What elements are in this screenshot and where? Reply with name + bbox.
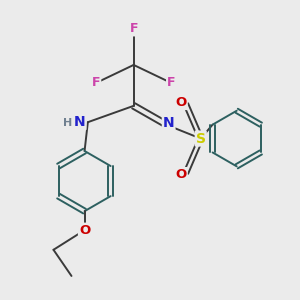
Text: S: S [196,131,206,146]
Text: F: F [167,76,176,89]
Text: F: F [92,76,100,89]
Text: F: F [129,22,138,35]
Text: N: N [74,115,85,129]
Text: O: O [176,168,187,181]
Text: H: H [63,118,72,128]
Text: O: O [176,96,187,109]
Text: N: N [163,116,175,130]
Text: O: O [79,224,90,237]
